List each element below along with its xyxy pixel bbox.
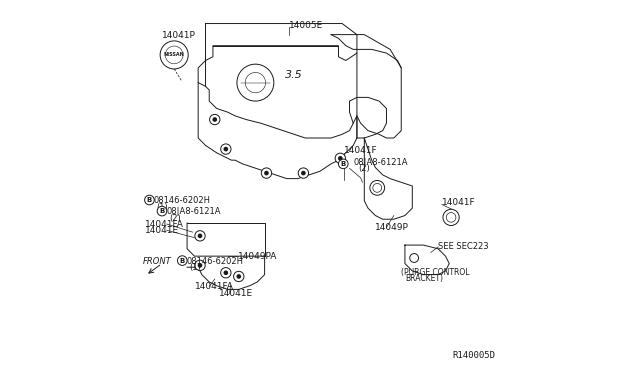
Circle shape (195, 231, 205, 241)
Circle shape (338, 156, 342, 161)
Text: 14041FA: 14041FA (195, 282, 234, 291)
Text: 14005E: 14005E (289, 21, 323, 30)
Circle shape (264, 171, 269, 176)
Text: 14049P: 14049P (374, 223, 408, 232)
Circle shape (212, 117, 217, 122)
Text: 14041F: 14041F (344, 147, 378, 155)
Circle shape (177, 256, 187, 265)
Text: 14041E: 14041E (218, 289, 253, 298)
Text: B: B (180, 257, 185, 264)
Circle shape (298, 168, 308, 178)
Circle shape (221, 144, 231, 154)
Text: FRONT: FRONT (143, 257, 172, 266)
Text: 08|A8-6121A: 08|A8-6121A (354, 157, 408, 167)
Text: BRACKET): BRACKET) (405, 274, 443, 283)
Text: 3.5: 3.5 (285, 70, 303, 80)
Circle shape (160, 41, 188, 69)
Circle shape (234, 271, 244, 282)
Text: (1): (1) (189, 263, 202, 272)
Text: B: B (159, 208, 164, 214)
Circle shape (210, 114, 220, 125)
Text: 14041E: 14041E (145, 226, 179, 235)
Circle shape (198, 234, 202, 238)
Text: 08|A8-6121A: 08|A8-6121A (166, 207, 221, 217)
Text: B: B (147, 197, 152, 203)
Circle shape (236, 274, 241, 279)
Circle shape (223, 270, 228, 275)
Circle shape (145, 195, 154, 205)
Text: R140005D: R140005D (452, 350, 495, 359)
Text: 08146-6202H: 08146-6202H (153, 196, 210, 205)
Text: 14049PA: 14049PA (238, 251, 277, 261)
Circle shape (198, 263, 202, 268)
Circle shape (195, 260, 205, 270)
Text: 14041P: 14041P (162, 31, 196, 40)
Circle shape (335, 153, 346, 163)
Text: 08146-6202H: 08146-6202H (186, 257, 243, 266)
Circle shape (301, 171, 306, 176)
Text: 14041FA: 14041FA (145, 219, 184, 228)
Circle shape (339, 159, 348, 169)
Circle shape (223, 147, 228, 151)
Text: (2): (2) (170, 214, 182, 222)
Circle shape (221, 267, 231, 278)
Text: (PURGE CONTROL: (PURGE CONTROL (401, 268, 470, 277)
Text: (1): (1) (156, 202, 168, 212)
Circle shape (157, 206, 167, 216)
Circle shape (261, 168, 271, 178)
Text: 14041F: 14041F (442, 198, 476, 207)
Text: B: B (340, 161, 346, 167)
Text: SEE SEC223: SEE SEC223 (438, 243, 489, 251)
Text: (2): (2) (358, 164, 370, 173)
Text: NISSAN: NISSAN (164, 52, 184, 57)
